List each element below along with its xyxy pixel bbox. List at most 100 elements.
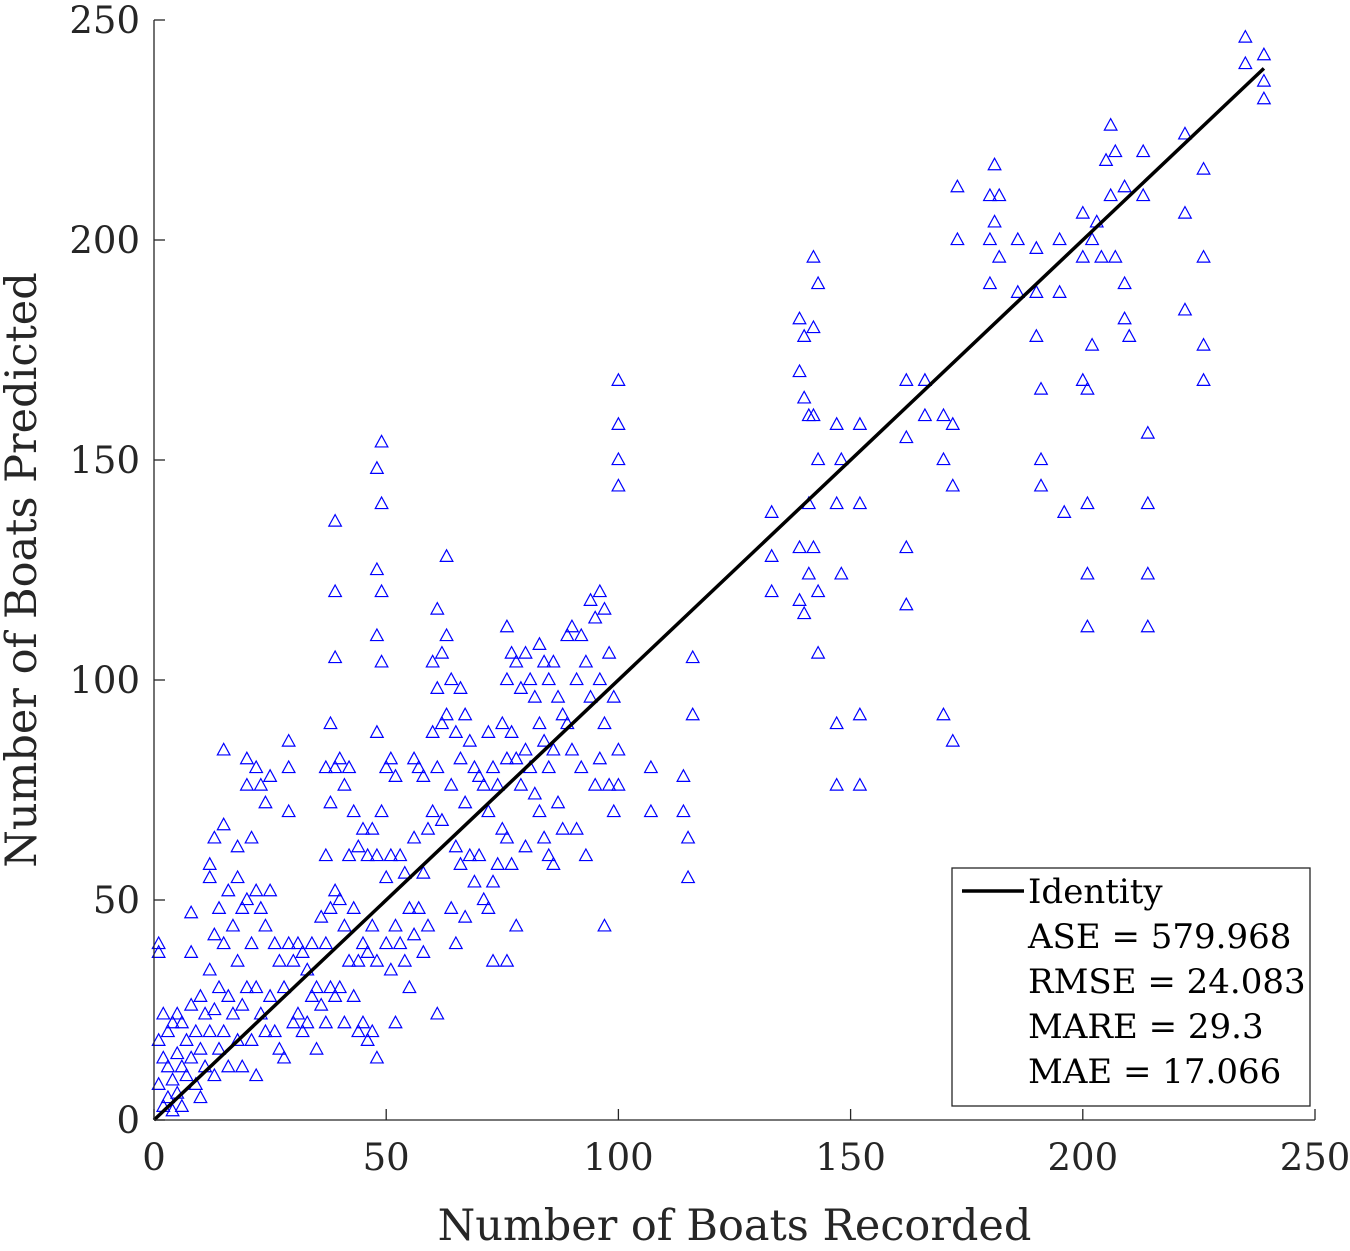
data-point-110 — [323, 979, 338, 994]
data-point-43 — [216, 742, 231, 756]
data-point-285 — [611, 742, 626, 756]
data-point-44 — [216, 816, 231, 831]
data-point-100 — [309, 1041, 324, 1055]
x-tick-label-1: 50 — [363, 1136, 410, 1179]
data-point-361 — [1080, 381, 1095, 395]
data-point-126 — [346, 803, 362, 818]
data-point-237 — [522, 671, 538, 686]
data-point-42 — [211, 1041, 227, 1055]
data-point-236 — [518, 838, 533, 853]
legend-entry-0: Identity — [1028, 872, 1163, 912]
data-point-88 — [281, 935, 296, 950]
data-point-23 — [183, 997, 199, 1011]
data-point-105 — [318, 935, 334, 950]
data-point-387 — [1196, 161, 1211, 175]
data-point-377 — [1121, 328, 1137, 342]
data-point-287 — [643, 759, 659, 774]
data-point-62 — [239, 979, 255, 994]
data-point-127 — [346, 900, 362, 914]
data-point-356 — [1052, 284, 1067, 298]
data-point-78 — [262, 988, 278, 1002]
data-point-336 — [945, 478, 961, 492]
data-point-269 — [587, 610, 603, 624]
y-tick-label-3: 150 — [69, 439, 140, 482]
data-point-296 — [764, 548, 779, 562]
data-point-273 — [592, 750, 608, 765]
data-point-210 — [476, 891, 492, 906]
data-point-339 — [950, 231, 965, 246]
data-point-125 — [341, 953, 357, 967]
data-point-33 — [202, 869, 218, 884]
data-point-196 — [448, 935, 464, 950]
data-point-50 — [225, 918, 241, 932]
data-point-51 — [225, 1006, 241, 1020]
data-point-175 — [416, 944, 431, 958]
data-point-353 — [1033, 451, 1049, 466]
data-point-327 — [899, 429, 914, 444]
data-point-391 — [1238, 29, 1253, 43]
data-point-195 — [448, 838, 464, 853]
legend-entry-3: MARE = 29.3 — [1028, 1007, 1264, 1047]
data-point-310 — [806, 407, 821, 422]
data-point-246 — [536, 830, 552, 844]
data-point-178 — [425, 654, 440, 668]
data-point-73 — [258, 794, 273, 809]
y-tick-label-5: 250 — [69, 0, 140, 42]
data-point-304 — [796, 605, 812, 620]
data-point-290 — [676, 803, 691, 818]
data-point-348 — [1010, 284, 1026, 298]
data-point-216 — [485, 953, 501, 967]
data-point-359 — [1075, 249, 1091, 263]
data-point-186 — [434, 715, 450, 730]
data-point-386 — [1177, 302, 1193, 316]
data-point-131 — [351, 1023, 366, 1038]
data-point-311 — [806, 539, 821, 554]
data-point-71 — [253, 900, 269, 914]
data-point-334 — [936, 706, 951, 721]
data-point-341 — [982, 231, 998, 246]
data-point-205 — [467, 759, 482, 774]
data-point-392 — [1238, 55, 1253, 70]
data-point-162 — [392, 847, 408, 862]
x-tick-label-2: 100 — [583, 1136, 654, 1179]
data-point-330 — [917, 372, 933, 386]
data-point-109 — [323, 900, 338, 914]
data-point-0 — [151, 935, 166, 950]
data-point-82 — [272, 1041, 287, 1055]
data-point-372 — [1107, 143, 1123, 158]
data-point-204 — [462, 847, 478, 862]
data-point-197 — [453, 680, 468, 694]
data-point-332 — [936, 407, 951, 422]
data-point-19 — [179, 1032, 194, 1046]
data-point-381 — [1140, 495, 1156, 510]
data-point-374 — [1117, 178, 1132, 193]
data-point-253 — [550, 689, 566, 703]
data-point-337 — [945, 733, 961, 747]
data-point-331 — [917, 407, 933, 422]
data-point-17 — [174, 1058, 190, 1073]
data-point-4 — [155, 1006, 171, 1020]
data-point-54 — [230, 953, 245, 967]
data-point-37 — [207, 926, 222, 941]
data-point-294 — [685, 706, 701, 721]
data-point-362 — [1080, 495, 1095, 510]
data-point-149 — [374, 495, 389, 510]
data-point-24 — [183, 1050, 199, 1064]
data-point-191 — [443, 671, 459, 686]
data-point-360 — [1075, 372, 1091, 386]
data-point-158 — [383, 962, 399, 976]
data-point-70 — [253, 777, 269, 791]
data-point-10 — [165, 1014, 180, 1029]
data-point-114 — [327, 759, 343, 774]
data-point-86 — [281, 759, 296, 774]
data-point-171 — [411, 759, 427, 774]
x-axis-title: Number of Boats Recorded — [438, 1201, 1032, 1246]
data-point-116 — [327, 988, 343, 1002]
data-point-293 — [685, 649, 701, 664]
data-point-5 — [155, 1050, 171, 1064]
data-point-79 — [267, 935, 283, 950]
data-point-261 — [569, 671, 584, 686]
data-point-388 — [1196, 249, 1211, 263]
data-point-262 — [569, 821, 584, 835]
